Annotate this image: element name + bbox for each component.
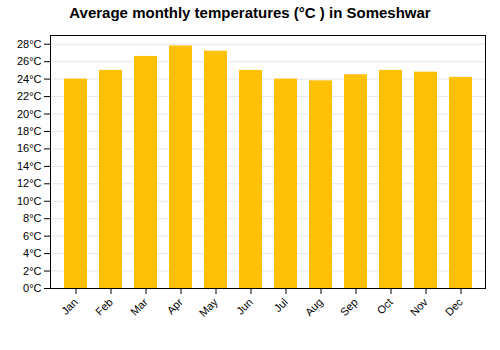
- svg-text:Sep: Sep: [338, 296, 360, 318]
- svg-text:20°C: 20°C: [17, 108, 42, 120]
- svg-text:Jun: Jun: [234, 296, 255, 317]
- svg-text:2°C: 2°C: [23, 265, 42, 277]
- svg-text:Jul: Jul: [271, 296, 289, 314]
- svg-text:Mar: Mar: [128, 296, 150, 318]
- svg-text:4°C: 4°C: [23, 247, 42, 259]
- svg-text:28°C: 28°C: [17, 38, 42, 50]
- svg-text:8°C: 8°C: [23, 212, 42, 224]
- svg-text:22°C: 22°C: [17, 90, 42, 102]
- svg-text:16°C: 16°C: [17, 142, 42, 154]
- svg-text:Feb: Feb: [93, 296, 115, 318]
- svg-text:Aug: Aug: [303, 296, 325, 318]
- svg-text:Apr: Apr: [164, 296, 185, 317]
- html-text:Average monthly temperatures (: Average monthly temperatures (°C ) in So…: [69, 4, 431, 21]
- svg-text:Oct: Oct: [374, 296, 395, 317]
- svg-text:26°C: 26°C: [17, 55, 42, 67]
- svg-text:18°C: 18°C: [17, 125, 42, 137]
- svg-text:10°C: 10°C: [17, 195, 42, 207]
- svg-text:0°C: 0°C: [23, 282, 42, 294]
- svg-text:Jan: Jan: [59, 296, 80, 317]
- svg-text:12°C: 12°C: [17, 177, 42, 189]
- svg-text:14°C: 14°C: [17, 160, 42, 172]
- svg-text:6°C: 6°C: [23, 230, 42, 242]
- svg-text:Dec: Dec: [443, 295, 466, 318]
- svg-text:Nov: Nov: [408, 295, 431, 318]
- svg-text:May: May: [197, 295, 221, 319]
- svg-text:24°C: 24°C: [17, 73, 42, 85]
